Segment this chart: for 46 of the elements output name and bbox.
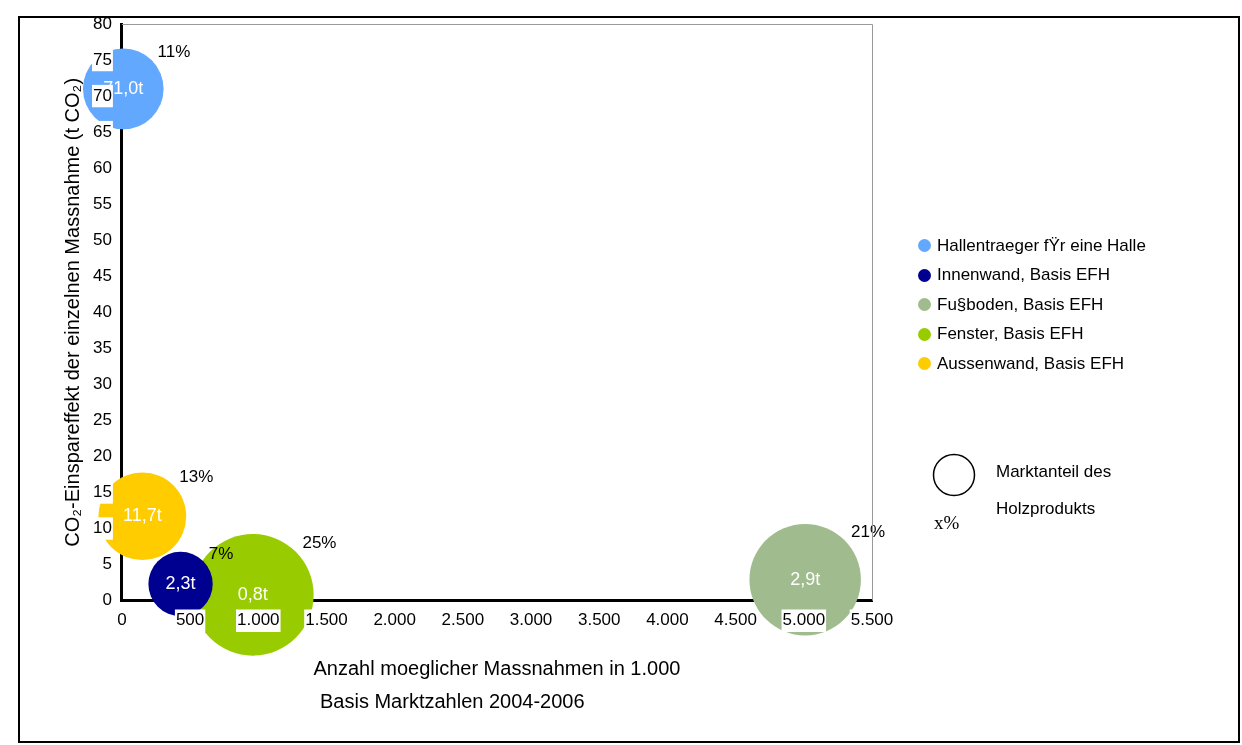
data-label: 2,3t — [165, 572, 196, 593]
legend-label: Hallentraeger fŸr eine Halle — [936, 234, 1146, 257]
annotation: 25% — [302, 532, 337, 552]
data-label: 11,7t — [123, 505, 162, 526]
x-tick-label: 2.000 — [373, 610, 416, 630]
legend-label: Aussenwand, Basis EFH — [936, 352, 1126, 375]
x-tick-label: 3.000 — [509, 610, 553, 630]
annotation: 21% — [850, 521, 885, 541]
annotation: 11% — [157, 42, 191, 62]
legend-label: Fenster, Basis EFH — [936, 323, 1085, 346]
y-tick-label: 40 — [92, 301, 112, 321]
y-tick-label: 55 — [92, 193, 112, 213]
text: x% — [934, 512, 960, 534]
x-tick-label: 1.000 — [237, 610, 280, 630]
x-tick-label: 5.500 — [850, 610, 894, 630]
y-tick-label: 65 — [92, 121, 112, 141]
data-label: 2,9t — [790, 568, 821, 589]
y-tick-label: 50 — [92, 229, 112, 249]
legend-label: Innenwand, Basis EFH — [936, 264, 1111, 287]
y-tick-label: 75 — [92, 49, 112, 69]
y-tick-label: 30 — [92, 374, 112, 394]
y-tick-label: 0 — [102, 590, 112, 610]
y-tick-label: 25 — [92, 410, 112, 430]
y-tick-label: 35 — [92, 338, 112, 358]
legend-title: Marktanteil des Holzprodukts — [996, 461, 1113, 520]
data-label: 0,8t — [237, 583, 268, 604]
y-tick-label: 5 — [102, 554, 112, 574]
text: Basis Marktzahlen 2004-2006 — [320, 690, 585, 713]
x-tick-label: 5.000 — [782, 610, 826, 630]
x-axis-title: Anzahl moeglicher Massnahmen in 1.000 — [313, 656, 681, 679]
y-tick-label: 15 — [92, 482, 112, 502]
x-tick-label: 4.500 — [714, 610, 757, 630]
x-tick-label: 500 — [175, 610, 205, 630]
y-axis-title: CO₂-Einspareffekt der einzelnen Massnahme (t CO₂) — [60, 77, 83, 547]
x-tick-label: 1.500 — [305, 610, 348, 630]
x-tick-label: 3.500 — [577, 610, 621, 630]
annotation: 13% — [179, 467, 214, 487]
x-tick-label: 0 — [117, 610, 127, 630]
y-tick-label: 45 — [92, 265, 112, 285]
legend-label: Fu§boden, Basis EFH — [936, 293, 1105, 316]
y-tick-label: 60 — [92, 157, 112, 177]
y-tick-label: 10 — [92, 518, 112, 538]
y-tick-label: 20 — [92, 446, 112, 466]
x-tick-label: 4.000 — [646, 610, 689, 630]
x-tick-label: 2.500 — [441, 610, 485, 630]
annotation: 7% — [208, 543, 234, 563]
